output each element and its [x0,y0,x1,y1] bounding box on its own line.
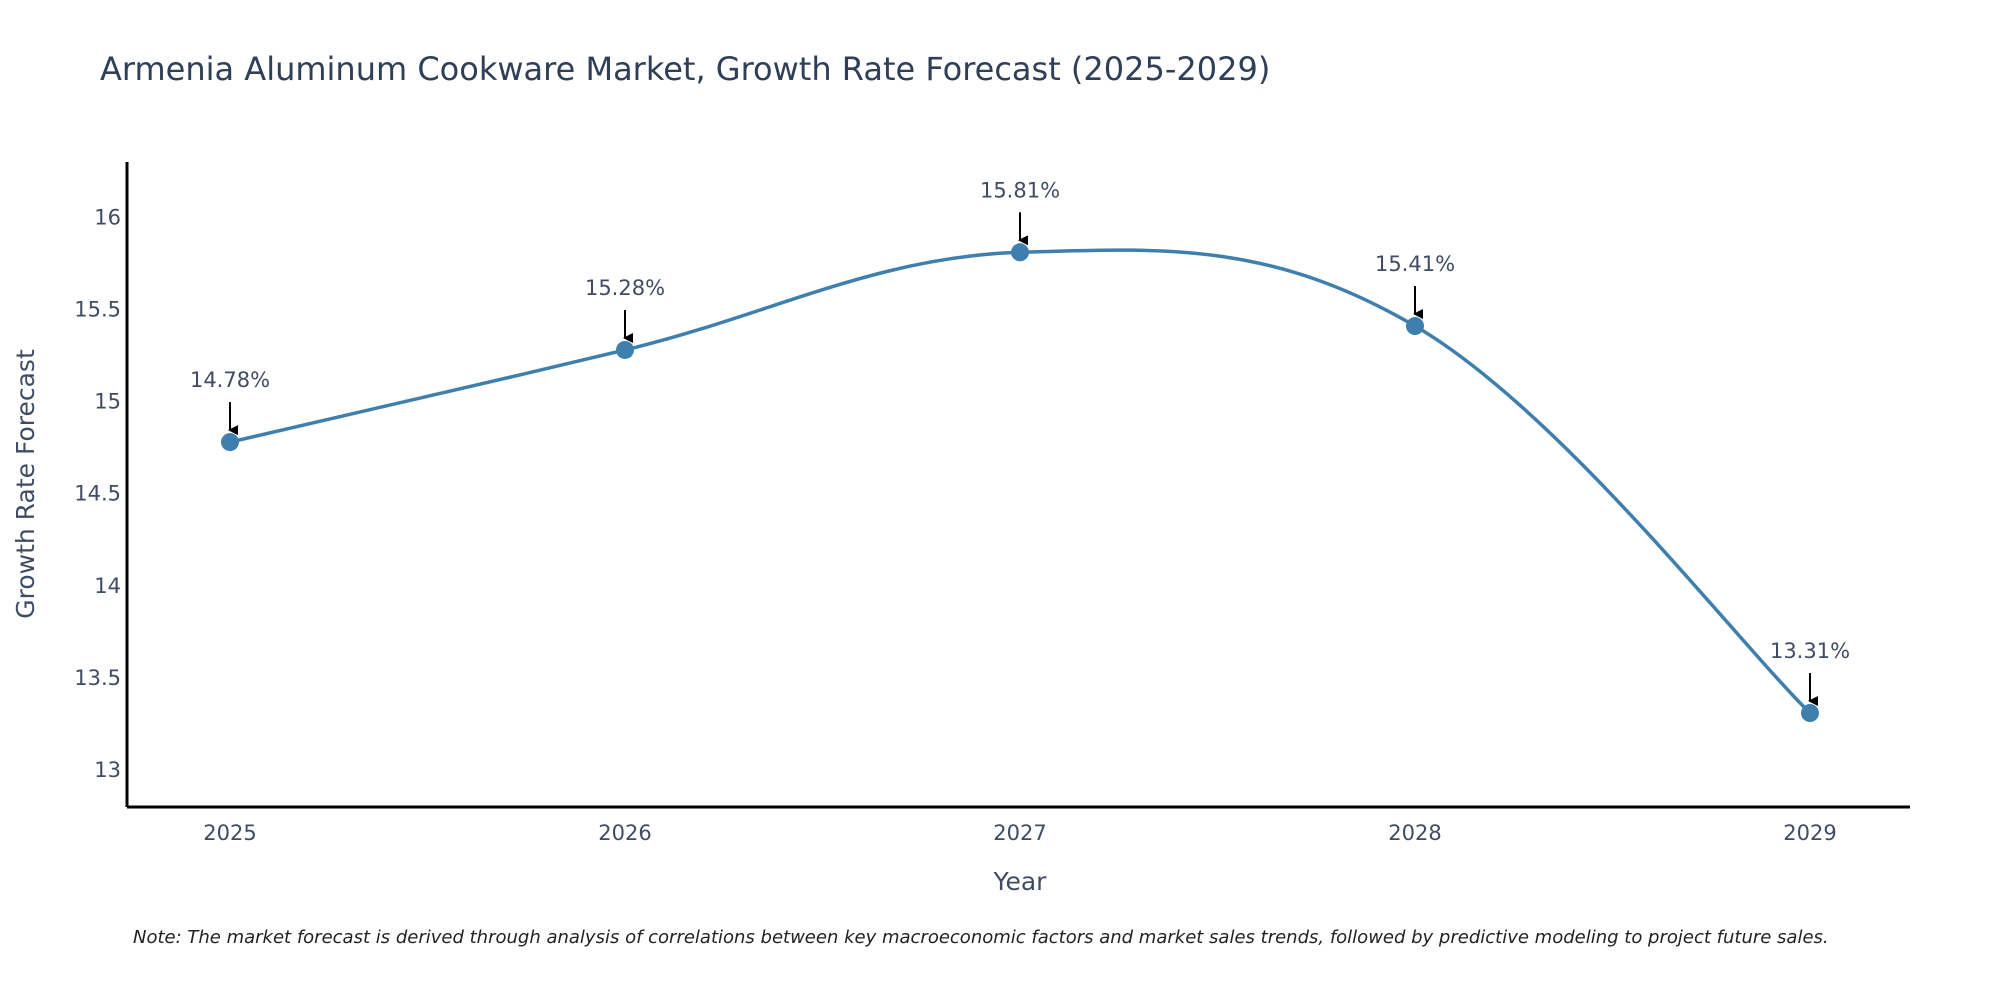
data-point-2027 [1011,243,1029,262]
y-tick-label: 14 [94,574,121,598]
x-tick-label: 2029 [1783,821,1836,845]
y-axis-title: Growth Rate Forecast [11,349,40,619]
data-label-2028: 15.41% [1375,252,1455,276]
y-tick-label: 13.5 [74,666,121,690]
chart-title: Armenia Aluminum Cookware Market, Growth… [100,50,1270,88]
data-point-2026 [616,340,634,359]
y-tick-label: 15 [94,390,121,414]
x-axis-ticks: 2025 2026 2027 2028 2029 [203,821,1836,845]
x-tick-label: 2027 [993,821,1046,845]
data-label-2029: 13.31% [1770,639,1850,663]
y-tick-label: 15.5 [74,297,121,321]
data-label-2025: 14.78% [190,368,270,392]
x-tick-label: 2026 [598,821,651,845]
growth-rate-line [229,248,1812,715]
data-label-2027: 15.81% [980,178,1060,202]
y-axis-ticks: 13 13.5 14 14.5 15 15.5 16 [74,205,121,782]
data-point-2028 [1406,317,1424,336]
data-label-2026: 15.28% [585,276,665,300]
data-points [221,243,1819,723]
y-tick-label: 13 [94,758,121,782]
x-axis-title: Year [993,867,1048,896]
y-tick-label: 14.5 [74,482,121,506]
footnote: Note: The market forecast is derived thr… [133,927,1829,948]
y-tick-label: 16 [94,205,121,229]
data-point-2025 [221,433,239,452]
x-tick-label: 2025 [203,821,256,845]
x-tick-label: 2028 [1388,821,1441,845]
data-point-2029 [1801,704,1819,723]
data-labels: 14.78% 15.28% 15.81% 15.41% 13.31% [190,178,1850,707]
